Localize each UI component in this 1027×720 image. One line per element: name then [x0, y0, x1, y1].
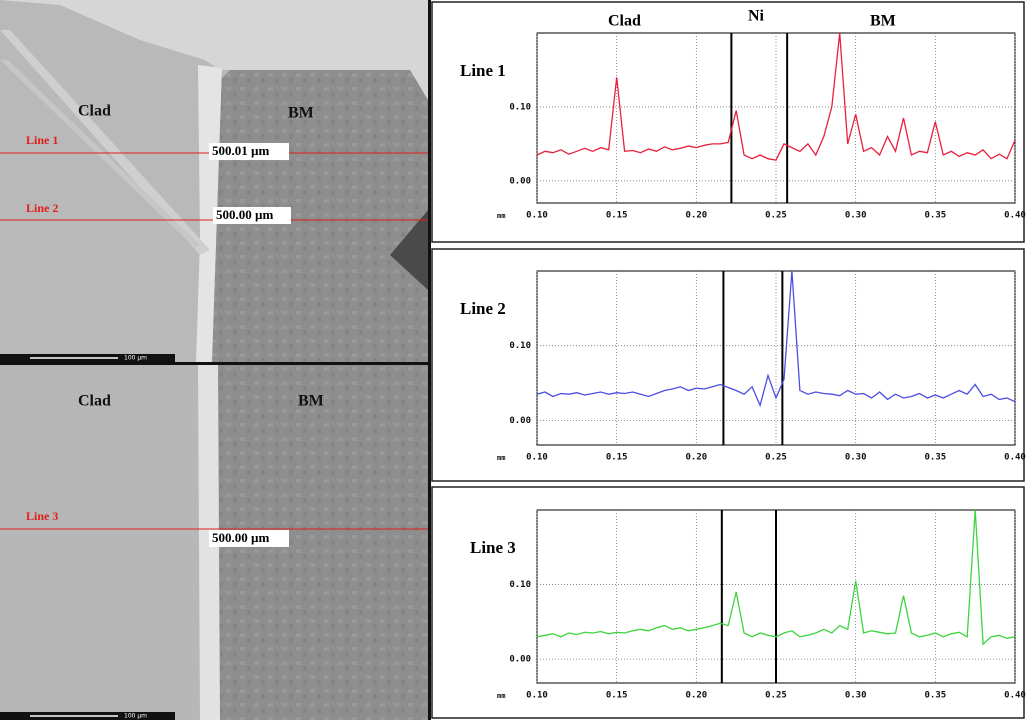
indent: [390, 210, 428, 290]
y-tick-label: 0.00: [509, 655, 531, 665]
zone-label: Clad: [608, 13, 641, 30]
divider: [0, 362, 430, 365]
region-label: BM: [288, 105, 314, 122]
x-tick-label: 0.25: [765, 691, 787, 701]
x-tick-label: 0.15: [606, 453, 628, 463]
x-tick-label: 0.15: [606, 211, 628, 221]
ni-layer: [196, 65, 222, 362]
line-length: 500.00 µm: [216, 207, 273, 222]
profile-line: [537, 33, 1015, 161]
x-unit: mm: [497, 454, 505, 462]
x-tick-label: 0.15: [606, 691, 628, 701]
zone-label: Ni: [748, 8, 765, 25]
chart-title: Line 3: [470, 538, 516, 557]
y-tick-label: 0.10: [509, 102, 531, 112]
region-label: Clad: [78, 393, 111, 410]
scale-label: 100 µm: [124, 355, 147, 362]
line-length: 500.01 µm: [212, 143, 269, 158]
x-tick-label: 0.35: [924, 211, 946, 221]
x-tick-label: 0.30: [845, 453, 867, 463]
charts: 0.10 0.15 0.20 0.25 0.30 0.35 0.40 0.00 0.10 mm Li…: [431, 1, 1026, 719]
x-tick-label: 0.40: [1004, 453, 1026, 463]
x-tick-label: 0.30: [845, 691, 867, 701]
scale-label: 100 µm: [124, 713, 147, 720]
x-tick-label: 0.35: [924, 691, 946, 701]
region-label: BM: [298, 393, 324, 410]
line-label: Line 1: [26, 133, 58, 147]
micrograph-top: Clad BM Line 1 Line 2 500.01 µm 500.00 µ…: [0, 0, 428, 362]
chart-title: Line 2: [460, 299, 506, 318]
x-tick-label: 0.30: [845, 211, 867, 221]
streak: [0, 60, 200, 248]
x-tick-label: 0.10: [526, 453, 548, 463]
divider: [428, 0, 431, 720]
y-tick-label: 0.00: [509, 176, 531, 186]
zone-label: BM: [870, 13, 896, 30]
y-tick-label: 0.00: [509, 416, 531, 426]
x-tick-label: 0.40: [1004, 691, 1026, 701]
x-tick-label: 0.20: [685, 211, 707, 221]
streak: [0, 30, 210, 255]
chart-title: Line 1: [460, 61, 506, 80]
label-box: [209, 530, 289, 547]
x-tick-label: 0.10: [526, 691, 548, 701]
y-tick-label: 0.10: [509, 341, 531, 351]
x-tick-label: 0.25: [765, 211, 787, 221]
x-tick-label: 0.20: [685, 691, 707, 701]
line-chart: 0.10 0.15 0.20 0.25 0.30 0.35 0.40 0.00 0.10 mm Li…: [431, 1, 1026, 243]
micrograph-bottom: Clad BM Line 3 500.00 µm 100 µm: [0, 365, 428, 720]
profile-line: [537, 510, 1015, 646]
x-tick-label: 0.25: [765, 453, 787, 463]
x-unit: mm: [497, 212, 505, 220]
x-tick-label: 0.20: [685, 453, 707, 463]
line-chart: 0.10 0.15 0.20 0.25 0.30 0.35 0.40 0.00 0.10 mm Li…: [431, 248, 1026, 482]
line-chart: 0.10 0.15 0.20 0.25 0.30 0.35 0.40 0.00 0.10 mm Li…: [431, 486, 1026, 719]
label-box: [213, 207, 291, 224]
line-length: 500.00 µm: [212, 530, 269, 545]
y-tick-label: 0.10: [509, 580, 531, 590]
clad-top-region: [0, 0, 428, 100]
label-box: [209, 143, 289, 160]
bm-region: [215, 365, 428, 720]
x-tick-label: 0.40: [1004, 211, 1026, 221]
x-tick-label: 0.10: [526, 211, 548, 221]
x-unit: mm: [497, 692, 505, 700]
region-label: Clad: [78, 103, 111, 120]
line-label: Line 3: [26, 509, 58, 523]
profile-line: [537, 271, 1015, 408]
x-tick-label: 0.35: [924, 453, 946, 463]
line-label: Line 2: [26, 201, 58, 215]
